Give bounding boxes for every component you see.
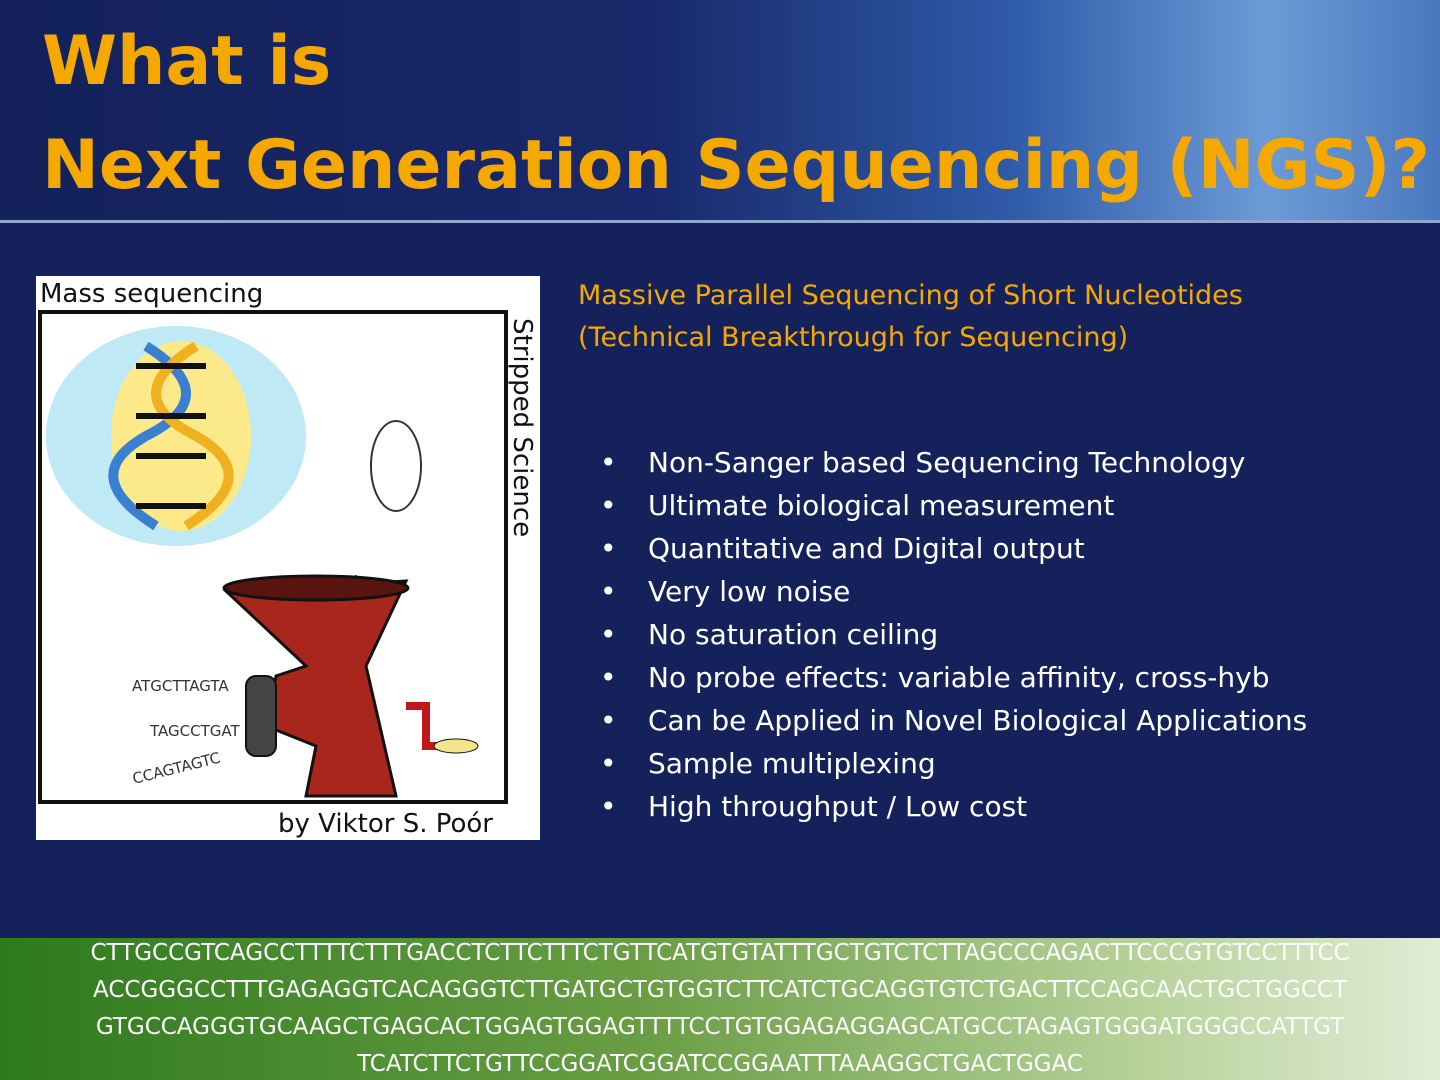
bullet-text: Very low noise bbox=[648, 575, 851, 608]
bullet-dot: • bbox=[600, 661, 617, 694]
bullet-text: Non-Sanger based Sequencing Technology bbox=[648, 446, 1246, 479]
bullet-dot: • bbox=[600, 618, 617, 651]
bullet-text: Quantitative and Digital output bbox=[648, 532, 1085, 565]
cartoon-credit: by Viktor S. Poór bbox=[278, 809, 493, 839]
sequence-line: GTGCCAGGGTGCAAGCTGAGCACTGGAGTGGAGTTTTCCT… bbox=[95, 1014, 1345, 1040]
subtitle: (Technical Breakthrough for Sequencing) bbox=[578, 322, 1129, 353]
title: What is bbox=[42, 22, 332, 101]
title: Next Generation Sequencing (NGS)? bbox=[42, 126, 1430, 205]
sequence-line: TCATCTTCTGTTCCGGATCGGATCCGGAATTTAAAGGCTG… bbox=[357, 1051, 1083, 1077]
subtitle: Massive Parallel Sequencing of Short Nuc… bbox=[578, 280, 1243, 311]
bullet-text: High throughput / Low cost bbox=[648, 790, 1028, 823]
cartoon-title: Mass sequencing bbox=[40, 279, 263, 309]
header bbox=[0, 0, 1440, 223]
bullet-dot: • bbox=[600, 532, 617, 565]
sequence-line: ACCGGGCCTTTGAGAGGTCACAGGGTCTTGATGCTGTGGT… bbox=[93, 977, 1347, 1003]
bullet-text: No probe effects: variable affinity, cro… bbox=[648, 661, 1270, 694]
bullet-text: No saturation ceiling bbox=[648, 618, 939, 651]
sequence-line: CTTGCCGTCAGCCTTTTCTTTGACCTCTTCTTTCTGTTCA… bbox=[90, 940, 1350, 966]
sequence-band: CTTGCCGTCAGCCTTTTCTTTGACCTCTTCTTTCTGTTCA… bbox=[0, 938, 1440, 1080]
bullet-dot: • bbox=[600, 575, 617, 608]
cartoon-side: Stripped Science bbox=[507, 318, 537, 537]
bullet-dot: • bbox=[600, 489, 617, 522]
bullet-text: Sample multiplexing bbox=[648, 747, 936, 780]
bullet-dot: • bbox=[600, 446, 617, 479]
dna-string: ATGCTTAGTA bbox=[132, 677, 229, 695]
dna-string: TAGCCTGAT bbox=[149, 722, 240, 740]
cartoon: Mass sequencing Stripped Science by Vikt… bbox=[36, 276, 540, 840]
bullet-dot: • bbox=[600, 704, 617, 737]
bullet-text: Ultimate biological measurement bbox=[648, 489, 1115, 522]
bullet-dot: • bbox=[600, 747, 617, 780]
bullet-text: Can be Applied in Novel Biological Appli… bbox=[648, 704, 1308, 737]
bullet-dot: • bbox=[600, 790, 617, 823]
